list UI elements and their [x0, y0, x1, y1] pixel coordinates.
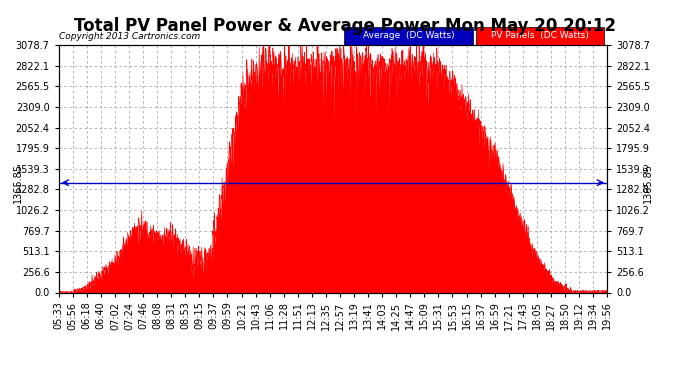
FancyBboxPatch shape — [344, 27, 473, 45]
Text: 1365.85: 1365.85 — [12, 163, 23, 203]
Text: Copyright 2013 Cartronics.com: Copyright 2013 Cartronics.com — [59, 32, 200, 41]
Text: Average  (DC Watts): Average (DC Watts) — [362, 32, 454, 40]
Text: Total PV Panel Power & Average Power Mon May 20 20:12: Total PV Panel Power & Average Power Mon… — [74, 17, 616, 35]
Text: 1365.85: 1365.85 — [643, 163, 653, 203]
Text: PV Panels  (DC Watts): PV Panels (DC Watts) — [491, 32, 589, 40]
FancyBboxPatch shape — [475, 27, 604, 45]
